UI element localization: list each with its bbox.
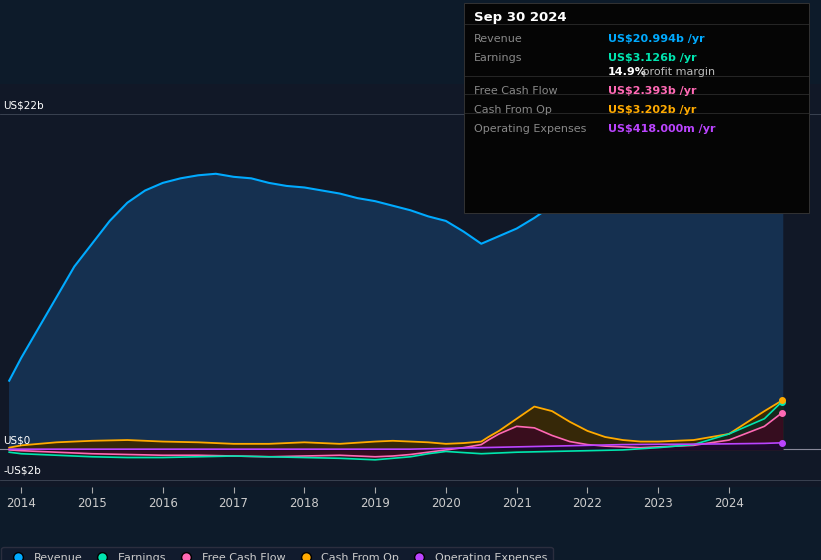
Text: Operating Expenses: Operating Expenses: [474, 124, 586, 134]
Legend: Revenue, Earnings, Free Cash Flow, Cash From Op, Operating Expenses: Revenue, Earnings, Free Cash Flow, Cash …: [2, 547, 553, 560]
Text: -US$2b: -US$2b: [3, 466, 41, 476]
Text: US$2.393b /yr: US$2.393b /yr: [608, 86, 696, 96]
Text: 14.9%: 14.9%: [608, 67, 646, 77]
Text: Earnings: Earnings: [474, 53, 522, 63]
Text: US$0: US$0: [3, 435, 31, 445]
Text: US$22b: US$22b: [3, 101, 44, 111]
Text: profit margin: profit margin: [639, 67, 715, 77]
Text: Sep 30 2024: Sep 30 2024: [474, 11, 566, 24]
Text: Free Cash Flow: Free Cash Flow: [474, 86, 557, 96]
Text: US$418.000m /yr: US$418.000m /yr: [608, 124, 715, 134]
Text: US$3.202b /yr: US$3.202b /yr: [608, 105, 696, 115]
Text: US$3.126b /yr: US$3.126b /yr: [608, 53, 696, 63]
Text: Revenue: Revenue: [474, 34, 522, 44]
Text: US$20.994b /yr: US$20.994b /yr: [608, 34, 704, 44]
Text: Cash From Op: Cash From Op: [474, 105, 552, 115]
